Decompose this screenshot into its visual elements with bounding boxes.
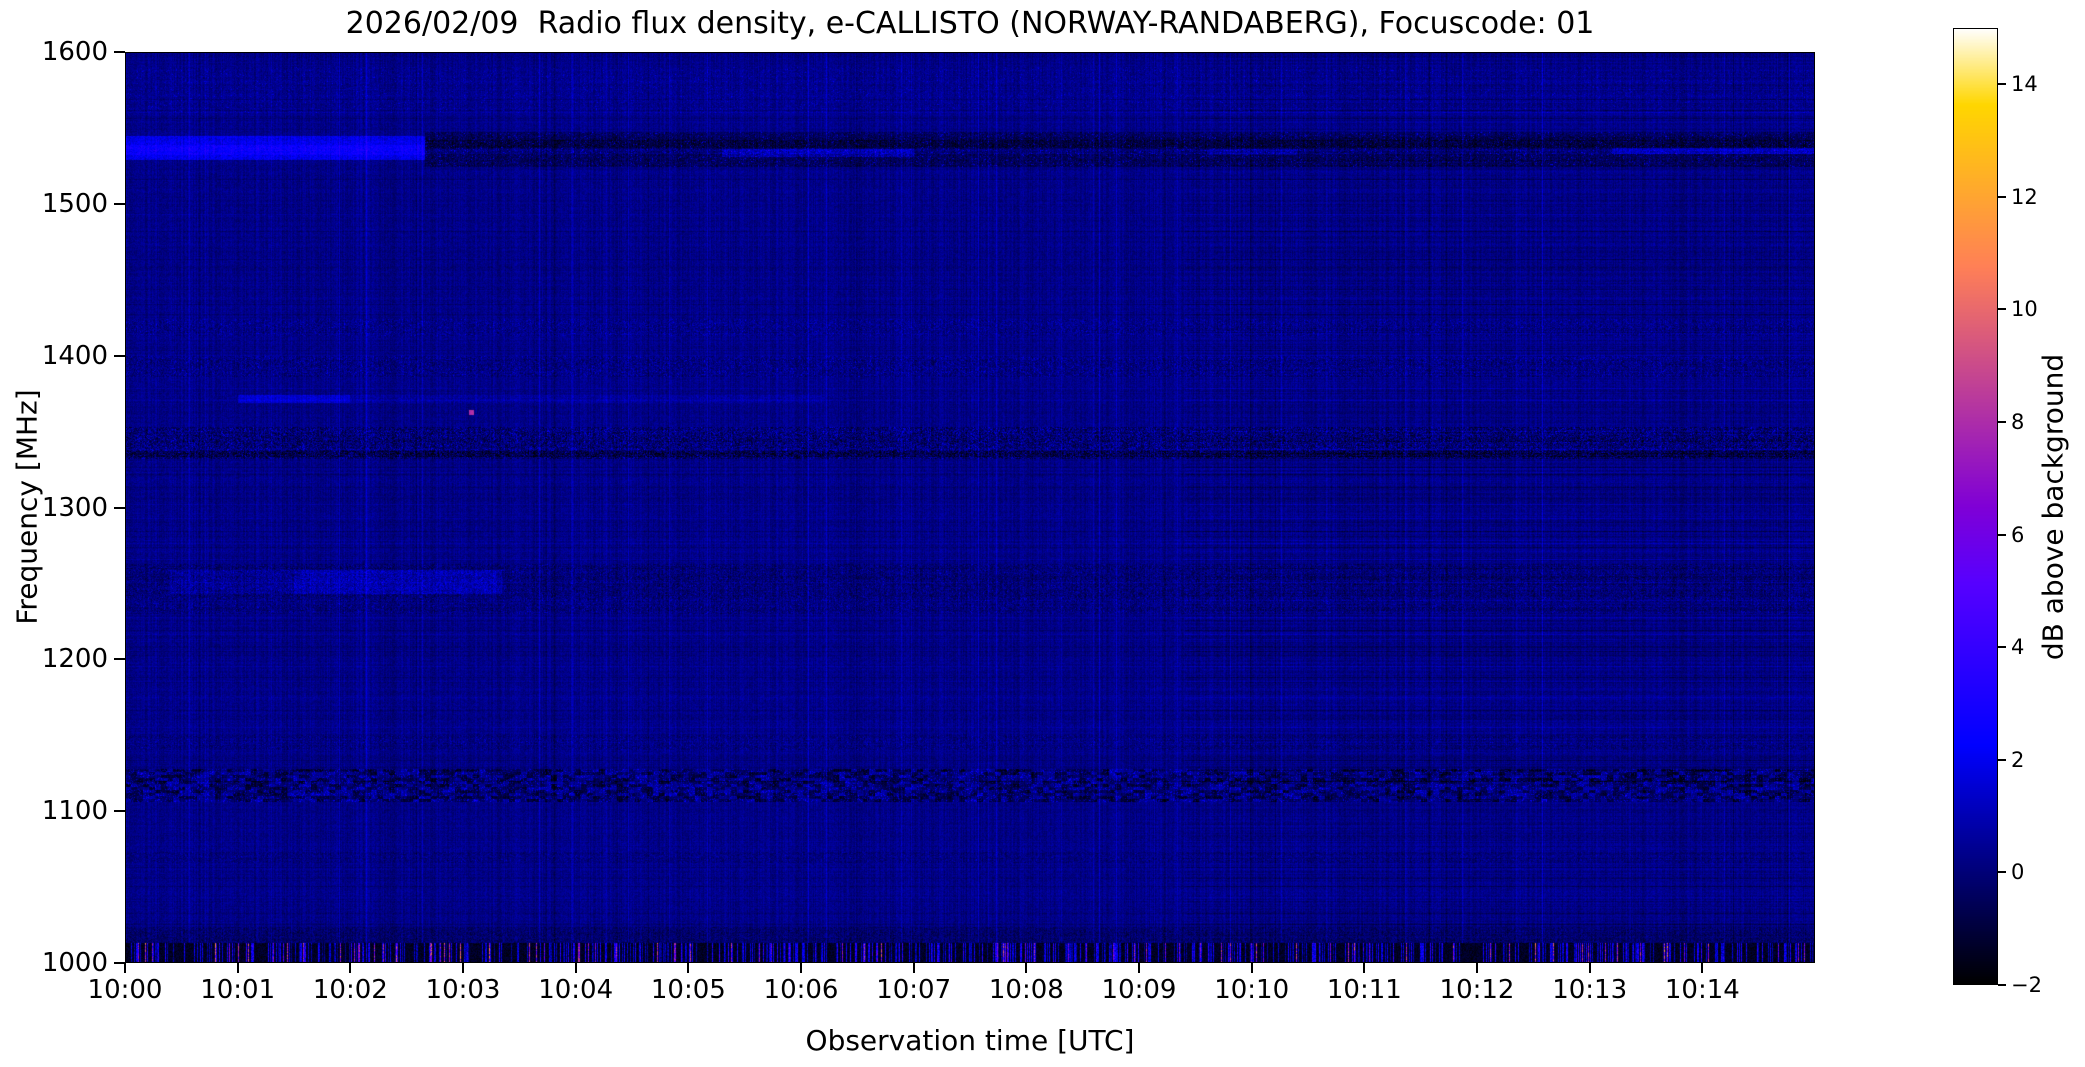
- colorbar-tick-label: 2: [2011, 747, 2025, 772]
- colorbar-tick-mark: [1998, 871, 2006, 874]
- x-tick-label: 10:11: [1326, 975, 1402, 1005]
- x-tick-label: 10:08: [988, 975, 1064, 1005]
- colorbar-tick-label: 6: [2011, 522, 2025, 547]
- x-tick-mark: [1025, 963, 1028, 973]
- x-tick-label: 10:07: [876, 975, 952, 1005]
- x-tick-mark: [1476, 963, 1478, 973]
- y-tick-mark: [114, 658, 125, 661]
- x-tick-label: 10:13: [1552, 975, 1628, 1005]
- y-tick-label: 1000: [41, 948, 108, 978]
- x-tick-label: 10:03: [425, 975, 501, 1005]
- chart-title: 2026/02/09 Radio flux density, e-CALLIST…: [345, 6, 1595, 41]
- y-tick-mark: [114, 354, 125, 357]
- colorbar-tick-label: 10: [2011, 297, 2038, 322]
- colorbar-tick-label: 0: [2011, 860, 2025, 885]
- x-tick-mark: [1250, 963, 1253, 973]
- x-tick-mark: [1701, 963, 1704, 973]
- x-tick-mark: [124, 963, 126, 973]
- y-tick-mark: [114, 202, 125, 205]
- x-tick-label: 10:05: [650, 975, 726, 1005]
- y-tick-mark: [114, 51, 125, 53]
- y-tick-label: 1400: [41, 340, 108, 371]
- y-tick-label: 1100: [41, 796, 108, 827]
- x-tick-mark: [236, 963, 239, 973]
- x-tick-label: 10:10: [1214, 975, 1290, 1005]
- colorbar-tick-mark: [1998, 421, 2006, 424]
- y-tick-mark: [114, 962, 125, 964]
- spectrogram-heatmap: [125, 52, 1815, 963]
- x-tick-label: 10:01: [200, 975, 276, 1005]
- x-tick-label: 10:06: [763, 975, 839, 1005]
- colorbar-tick-mark: [1998, 533, 2006, 536]
- x-tick-label: 10:14: [1664, 975, 1740, 1005]
- colorbar-tick-mark: [1998, 984, 2006, 986]
- colorbar-tick-label: 14: [2011, 72, 2038, 97]
- colorbar-tick-mark: [1998, 195, 2006, 198]
- colorbar-tick-mark: [1998, 308, 2006, 311]
- colorbar-tick-label: −2: [2011, 973, 2042, 997]
- x-tick-label: 10:09: [1101, 975, 1177, 1005]
- colorbar-tick-mark: [1998, 646, 2006, 649]
- x-tick-mark: [574, 963, 577, 973]
- x-tick-mark: [1138, 963, 1140, 973]
- x-tick-mark: [462, 963, 464, 973]
- y-tick-label: 1200: [41, 644, 108, 675]
- colorbar-tick-label: 12: [2011, 184, 2038, 209]
- x-tick-mark: [687, 963, 690, 973]
- x-tick-label: 10:00: [87, 975, 163, 1005]
- x-tick-label: 10:12: [1439, 975, 1515, 1005]
- y-tick-label: 1500: [41, 188, 108, 219]
- x-tick-mark: [1363, 963, 1366, 973]
- y-tick-mark: [114, 810, 125, 813]
- colorbar-gradient: [1953, 28, 1998, 985]
- colorbar-tick-label: 4: [2011, 635, 2025, 660]
- colorbar-tick-mark: [1998, 83, 2006, 86]
- y-tick-mark: [114, 506, 125, 509]
- colorbar-label: dB above background: [2036, 353, 2070, 661]
- x-tick-mark: [912, 963, 915, 973]
- x-tick-mark: [349, 963, 352, 973]
- y-tick-label: 1600: [41, 37, 108, 67]
- x-tick-mark: [1588, 963, 1591, 973]
- colorbar-tick-label: 8: [2011, 410, 2025, 435]
- x-tick-label: 10:04: [538, 975, 614, 1005]
- x-tick-mark: [800, 963, 802, 973]
- colorbar-tick-mark: [1998, 758, 2006, 761]
- y-tick-label: 1300: [41, 492, 108, 523]
- x-axis-label: Observation time [UTC]: [805, 1024, 1135, 1057]
- x-tick-label: 10:02: [312, 975, 388, 1005]
